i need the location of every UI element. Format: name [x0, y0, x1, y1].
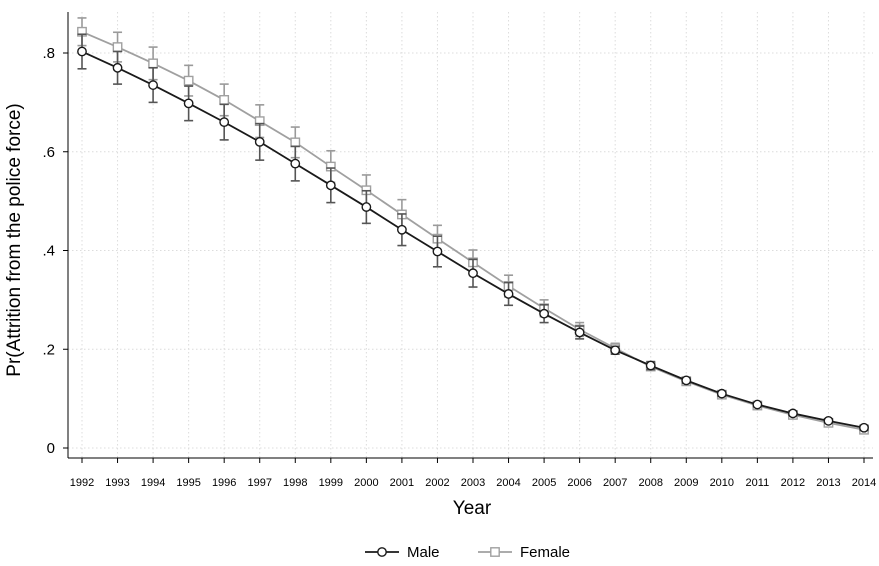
- data-point: [290, 158, 301, 169]
- x-tick-label: 2009: [674, 477, 698, 489]
- x-tick-label: 1996: [212, 477, 236, 489]
- y-tick-label: .6: [42, 144, 55, 161]
- x-tick-label: 2013: [816, 477, 840, 489]
- data-point: [432, 246, 443, 257]
- x-tick-label: 2004: [496, 477, 520, 489]
- data-point: [290, 137, 301, 148]
- x-tick-label: 2014: [852, 477, 876, 489]
- data-point: [397, 224, 407, 235]
- x-tick-label: 1995: [176, 477, 200, 489]
- x-tick-label: 2002: [425, 477, 449, 489]
- data-point: [219, 95, 230, 105]
- legend-marker: [377, 547, 387, 557]
- data-point: [752, 399, 763, 410]
- x-axis-title: Year: [453, 498, 492, 519]
- data-point: [574, 327, 585, 338]
- data-point: [183, 75, 194, 86]
- data-point: [183, 98, 194, 109]
- legend-item-male: Male: [365, 544, 440, 561]
- data-point: [503, 289, 514, 299]
- x-tick-label: 2011: [746, 477, 770, 489]
- data-point: [112, 42, 123, 52]
- data-point: [610, 345, 621, 356]
- data-point: [788, 408, 798, 419]
- y-tick-label: .2: [42, 341, 55, 358]
- data-point: [681, 375, 692, 386]
- y-ticks: 0 .2 .4 .6 .8: [42, 45, 68, 457]
- data-point: [148, 80, 158, 90]
- legend-label: Female: [520, 544, 570, 561]
- x-tick-label: 1997: [247, 477, 271, 489]
- data-point: [254, 136, 265, 147]
- data-point: [361, 202, 372, 212]
- x-tick-label: 1999: [319, 477, 343, 489]
- legend: Male Female: [365, 544, 570, 561]
- data-point: [539, 308, 549, 319]
- legend-item-female: Female: [478, 544, 570, 561]
- y-axis-title: Pr(Attrition from the police force): [4, 103, 25, 376]
- legend-marker: [490, 547, 500, 557]
- y-tick-label: .4: [42, 243, 55, 260]
- data-point: [859, 422, 869, 433]
- x-ticks: 1992 1993 1994 1995 1996 1997 1998 1999 2000 2001…: [70, 458, 876, 489]
- x-tick-label: 1994: [141, 477, 165, 489]
- x-tick-label: 2012: [781, 477, 805, 489]
- y-tick-label: 0: [47, 440, 55, 457]
- x-tick-label: 2001: [390, 477, 414, 489]
- x-tick-label: 1993: [105, 477, 129, 489]
- x-tick-label: 2005: [532, 477, 556, 489]
- y-tick-label: .8: [42, 45, 55, 62]
- data-point: [112, 62, 123, 73]
- data-point: [325, 180, 336, 191]
- series-male: [77, 33, 869, 433]
- x-tick-label: 1992: [70, 477, 94, 489]
- x-tick-label: 2000: [354, 477, 378, 489]
- x-tick-label: 2007: [603, 477, 627, 489]
- axes: [67, 12, 873, 459]
- data-point: [823, 415, 834, 426]
- x-tick-label: 2010: [710, 477, 734, 489]
- data-point: [219, 117, 230, 128]
- legend-label: Male: [407, 544, 440, 561]
- series-layer: [77, 17, 869, 435]
- data-point: [645, 360, 656, 371]
- x-tick-label: 2006: [567, 477, 591, 489]
- data-point: [77, 46, 87, 57]
- data-point: [468, 268, 478, 279]
- plot-area: [68, 12, 873, 458]
- x-tick-label: 2003: [461, 477, 485, 489]
- x-tick-label: 1998: [283, 477, 307, 489]
- data-point: [148, 58, 158, 69]
- data-point: [716, 388, 727, 399]
- x-tick-label: 2008: [638, 477, 662, 489]
